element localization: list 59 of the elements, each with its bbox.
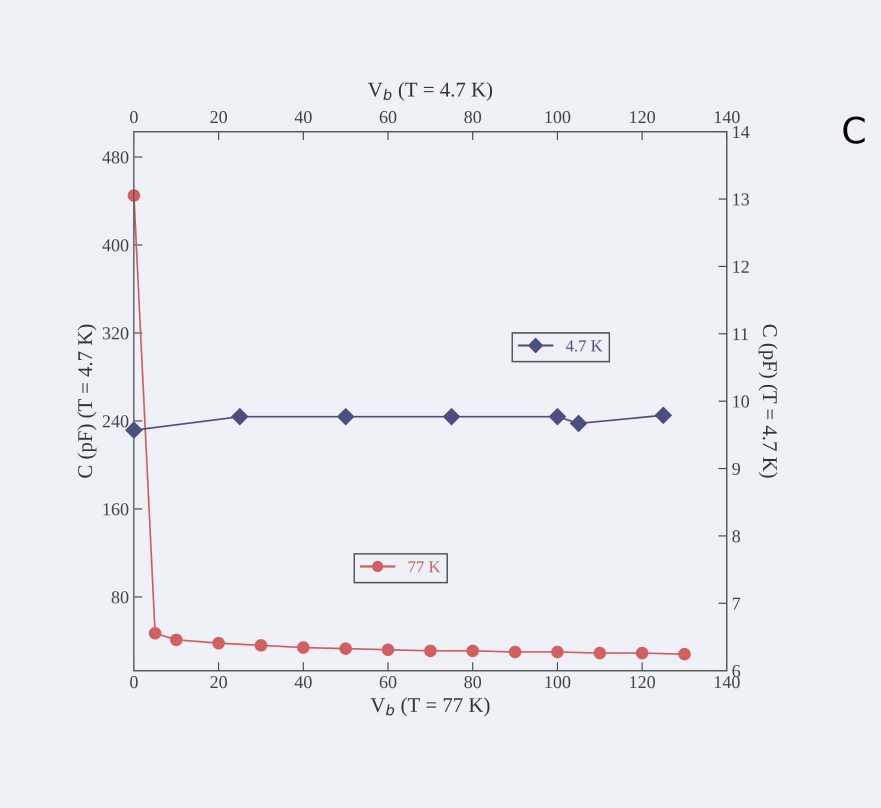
x-axis-title: V$_{b}$ (T = 77 K) (370, 697, 490, 716)
point (548, 408, 566, 426)
y2-tick-label: 10 (733, 395, 750, 408)
y2-tick-label: 11 (733, 328, 748, 340)
x2-tick-label: 120 (630, 110, 655, 124)
x2-tick-label: 140 (714, 110, 740, 124)
point (551, 646, 564, 658)
text: C (843, 116, 865, 144)
x2-tick-label: 40 (294, 110, 312, 124)
x2-tick-label: 20 (210, 110, 227, 124)
point (442, 408, 460, 426)
x-tick-label: 120 (630, 676, 655, 688)
y-tick-label: 320 (102, 327, 128, 340)
point (466, 644, 479, 658)
legend-label: 4.7 K (566, 340, 602, 352)
x-tick-label: 100 (545, 676, 570, 688)
y2-tick-label: 13 (733, 193, 750, 206)
point (594, 646, 606, 660)
x-tick-label: 0 (130, 676, 138, 688)
y-tick-label: 160 (104, 503, 128, 516)
x-tick-label: 80 (464, 676, 482, 688)
y2-tick-label: 9 (732, 462, 740, 475)
x2-axis-title: V$_{b}$ (T = 4.7 K) (368, 82, 492, 101)
y2-axis-title: C (pF) (T = 4.7 K) (758, 324, 778, 478)
x-tick-label: 140 (714, 676, 740, 688)
y2-tick-label: 6 (732, 664, 740, 678)
point (231, 408, 248, 426)
point (382, 643, 394, 656)
point (148, 626, 162, 640)
legend-label: 77 K (408, 561, 440, 572)
x2-tick-label: 0 (130, 110, 138, 124)
x-tick-label: 60 (380, 676, 396, 688)
y-tick-label: 80 (112, 591, 128, 604)
point (508, 646, 522, 658)
point (170, 634, 183, 646)
y-axis-title: C (pF) (T = 4.7 K) (78, 324, 96, 478)
point (654, 406, 672, 424)
y2-tick-label: 7 (732, 598, 740, 610)
point (570, 414, 588, 432)
point (339, 642, 352, 655)
point (128, 189, 140, 202)
point (636, 646, 648, 660)
y-tick-label: 400 (102, 239, 128, 252)
y2-tick-label: 12 (733, 260, 749, 273)
x-tick-label: 20 (210, 676, 227, 688)
point (337, 408, 354, 426)
x2-tick-label: 80 (464, 110, 482, 124)
point (424, 644, 437, 658)
point (254, 639, 268, 652)
y2-tick-label: 8 (732, 530, 740, 542)
y-tick-label: 480 (102, 151, 128, 164)
y2-tick-label: 14 (733, 126, 750, 138)
x-tick-label: 40 (294, 676, 312, 688)
x2-tick-label: 100 (545, 110, 570, 124)
x2-tick-label: 60 (380, 110, 396, 124)
point (297, 641, 310, 654)
point (212, 636, 225, 650)
y-tick-label: 240 (102, 415, 128, 428)
point (678, 648, 691, 660)
